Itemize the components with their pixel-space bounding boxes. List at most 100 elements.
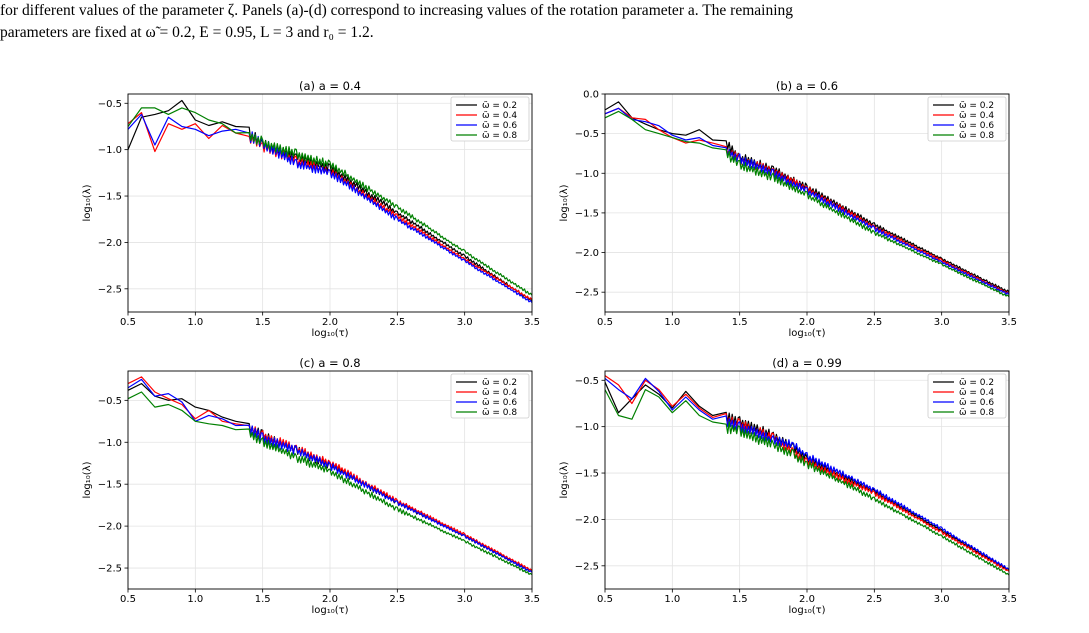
legend-label: ω̃ = 0.6 — [482, 398, 517, 408]
x-tick-label: 1.0 — [664, 594, 680, 605]
y-tick-label: −1.0 — [98, 438, 122, 449]
y-tick-label: −1.5 — [98, 480, 122, 491]
series-line-1 — [128, 99, 532, 302]
x-tick-label: 0.5 — [120, 317, 136, 328]
x-tick-label: 3.5 — [524, 317, 540, 328]
panel-c: 0.5 1.0 1.5 2.0 2.5 3.0 3.5 −2.5 −2.0 −1.5 −1.0 −0.… — [82, 356, 540, 616]
x-tick-label: 1.0 — [664, 317, 680, 328]
series-line-4 — [128, 391, 532, 576]
x-tick-label: 2.0 — [799, 594, 815, 605]
panel-title: (b) a = 0.6 — [776, 79, 838, 93]
caption-line-1: for different values of the parameter ζ.… — [0, 2, 794, 19]
legend-box — [927, 96, 1007, 142]
panel-title: (c) a = 0.8 — [299, 356, 360, 370]
legend-box — [450, 96, 530, 142]
y-axis-label: log₁₀(λ) — [559, 184, 570, 221]
x-tick-label: 1.0 — [187, 317, 203, 328]
x-tick-label: 3.5 — [1001, 594, 1017, 605]
series-line-4 — [128, 107, 532, 296]
x-tick-label: 2.5 — [866, 317, 882, 328]
x-axis-label: log₁₀(τ) — [311, 328, 348, 339]
y-axis-label: log₁₀(λ) — [82, 184, 93, 221]
legend-label: ω̃ = 0.8 — [482, 131, 517, 141]
y-tick-label: −0.5 — [575, 129, 599, 140]
y-tick-label: −2.0 — [98, 522, 122, 533]
x-axis-label: log₁₀(τ) — [788, 605, 825, 616]
x-tick-label: 3.0 — [934, 317, 950, 328]
x-tick-label: 0.5 — [597, 594, 613, 605]
y-tick-label: −2.0 — [575, 515, 599, 526]
y-tick-label: 0.0 — [583, 90, 599, 101]
series-line-3 — [128, 113, 532, 304]
legend-box — [927, 373, 1007, 419]
legend-label: ω̃ = 0.8 — [482, 408, 517, 418]
legend-label: ω̃ = 0.2 — [482, 101, 517, 111]
x-axis-label: log₁₀(τ) — [311, 605, 348, 616]
legend-label: ω̃ = 0.2 — [482, 378, 517, 388]
y-tick-label: −2.0 — [98, 238, 122, 249]
x-tick-label: 1.5 — [255, 317, 271, 328]
panel-title: (d) a = 0.99 — [772, 356, 842, 370]
legend: ω̃ = 0.2ω̃ = 0.4ω̃ = 0.6ω̃ = 0.8 — [450, 373, 530, 419]
y-tick-label: −2.5 — [98, 564, 122, 575]
y-axis-label: log₁₀(λ) — [559, 461, 570, 498]
y-tick-label: −0.5 — [98, 396, 122, 407]
x-tick-label: 2.5 — [389, 317, 405, 328]
series-line-3 — [128, 378, 532, 573]
x-tick-label: 0.5 — [120, 594, 136, 605]
x-tick-label: 0.5 — [597, 317, 613, 328]
x-tick-label: 1.5 — [732, 317, 748, 328]
legend-label: ω̃ = 0.4 — [959, 388, 994, 398]
y-tick-label: −1.0 — [575, 422, 599, 433]
legend-label: ω̃ = 0.4 — [482, 111, 517, 121]
y-tick-label: −1.5 — [575, 469, 599, 480]
y-tick-label: −2.5 — [575, 561, 599, 572]
y-tick-label: −1.0 — [98, 145, 122, 156]
x-tick-label: 2.0 — [799, 317, 815, 328]
y-tick-label: −2.5 — [98, 284, 122, 295]
x-tick-label: 2.5 — [866, 594, 882, 605]
legend-box — [450, 373, 530, 419]
x-tick-label: 3.5 — [524, 594, 540, 605]
legend: ω̃ = 0.2ω̃ = 0.4ω̃ = 0.6ω̃ = 0.8 — [927, 96, 1007, 142]
x-tick-label: 3.0 — [934, 594, 950, 605]
x-tick-label: 1.0 — [187, 594, 203, 605]
y-tick-label: −1.5 — [575, 208, 599, 219]
series-line-3 — [605, 377, 1009, 570]
legend-label: ω̃ = 0.8 — [959, 131, 994, 141]
y-tick-label: −0.5 — [98, 99, 122, 110]
series-line-3 — [605, 107, 1009, 295]
x-tick-label: 3.0 — [457, 317, 473, 328]
y-tick-label: −2.5 — [575, 288, 599, 299]
x-tick-label: 3.5 — [1001, 317, 1017, 328]
y-tick-label: −1.5 — [98, 192, 122, 203]
legend-label: ω̃ = 0.2 — [959, 101, 994, 111]
panel-title: (a) a = 0.4 — [299, 79, 361, 93]
legend-label: ω̃ = 0.6 — [482, 121, 517, 131]
x-tick-label: 3.0 — [457, 594, 473, 605]
legend: ω̃ = 0.2ω̃ = 0.4ω̃ = 0.6ω̃ = 0.8 — [927, 373, 1007, 419]
y-tick-label: −2.0 — [575, 248, 599, 259]
x-tick-label: 2.0 — [322, 594, 338, 605]
panel-d: 0.5 1.0 1.5 2.0 2.5 3.0 3.5 −2.5 −2.0 −1.5 −1.0 −0.… — [559, 356, 1017, 616]
caption-line-2: parameters are fixed at ω̃ = 0.2, E = 0.… — [0, 24, 374, 41]
y-tick-label: −0.5 — [575, 376, 599, 387]
series-line-4 — [605, 389, 1009, 576]
x-tick-label: 2.5 — [389, 594, 405, 605]
x-tick-label: 1.5 — [732, 594, 748, 605]
legend-label: ω̃ = 0.6 — [959, 121, 994, 131]
legend: ω̃ = 0.2ω̃ = 0.4ω̃ = 0.6ω̃ = 0.8 — [450, 96, 530, 142]
legend-label: ω̃ = 0.6 — [959, 398, 994, 408]
panel-a: 0.5 1.0 1.5 2.0 2.5 3.0 3.5 −2.5 −2.0 −1.5 −1.0 −0.… — [82, 79, 540, 339]
x-tick-label: 1.5 — [255, 594, 271, 605]
figure-caption: for different values of the parameter ζ.… — [0, 0, 1086, 44]
legend-label: ω̃ = 0.2 — [959, 378, 994, 388]
y-axis-label: log₁₀(λ) — [82, 461, 93, 498]
series-line-4 — [605, 110, 1009, 298]
legend-label: ω̃ = 0.8 — [959, 408, 994, 418]
x-tick-label: 2.0 — [322, 317, 338, 328]
legend-label: ω̃ = 0.4 — [482, 388, 517, 398]
x-axis-label: log₁₀(τ) — [788, 328, 825, 339]
y-tick-label: −1.0 — [575, 169, 599, 180]
